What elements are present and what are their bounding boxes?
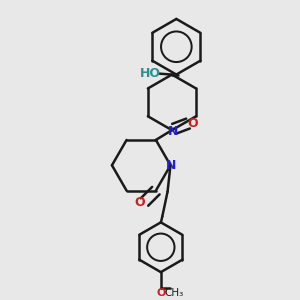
Text: N: N: [166, 159, 177, 172]
Text: N: N: [168, 125, 178, 138]
Text: HO: HO: [140, 67, 160, 80]
Text: O: O: [134, 196, 145, 208]
Text: O: O: [188, 117, 198, 130]
Text: CH₃: CH₃: [164, 289, 184, 298]
Text: O: O: [156, 289, 166, 298]
